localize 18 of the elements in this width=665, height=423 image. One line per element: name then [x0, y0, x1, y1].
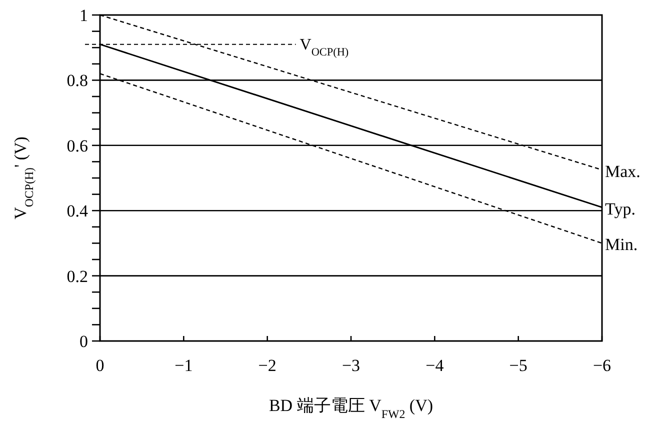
x-tick-label: −1: [174, 356, 193, 375]
y-tick-label: 0: [80, 332, 88, 351]
y-tick-label: 0.8: [66, 71, 88, 90]
series-label: Min.: [605, 235, 638, 254]
x-tick-label: −6: [592, 356, 612, 375]
y-tick-label: 0.4: [66, 202, 88, 221]
x-tick-label: −3: [342, 356, 360, 375]
x-tick-label: −4: [426, 356, 444, 375]
x-axis-title: BD 端子電圧 V$_{FW2}$ (V): [268, 396, 434, 421]
x-tick-label: −2: [258, 356, 276, 375]
x-tick-label: −5: [509, 356, 528, 375]
y-tick-label: 0.2: [66, 266, 88, 286]
series-label: Typ.: [605, 199, 636, 218]
x-tick-label: 0: [96, 356, 104, 375]
y-tick-label: 0.6: [66, 136, 88, 156]
ref-line-label: V$_{OCP(H)}$: [300, 36, 349, 58]
series-label: Max.: [605, 162, 640, 181]
y-tick-label: 1: [80, 6, 88, 25]
